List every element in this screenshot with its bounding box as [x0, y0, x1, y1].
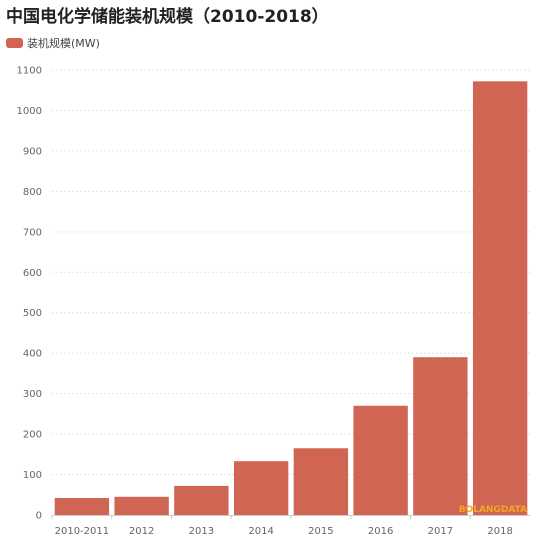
y-tick-label: 300: [23, 389, 42, 400]
y-tick-label: 400: [23, 349, 42, 360]
x-tick-label: 2018: [487, 526, 512, 537]
legend-swatch: [6, 38, 23, 48]
x-tick-labels: 2010-2011 2012 2013 2014 2015 2016 2017 2018: [55, 526, 513, 537]
x-tick-label: 2015: [308, 526, 333, 537]
y-tick-label: 700: [23, 227, 42, 238]
y-tick-label: 900: [23, 146, 42, 157]
bar[interactable]: [472, 81, 528, 515]
bar[interactable]: [353, 405, 408, 515]
bars: [54, 81, 528, 515]
bar[interactable]: [114, 496, 169, 515]
x-tick-label: 2012: [129, 526, 154, 537]
bar[interactable]: [54, 498, 110, 515]
x-tick-label: 2014: [248, 526, 273, 537]
x-tick-label: 2017: [428, 526, 453, 537]
bar[interactable]: [233, 461, 289, 515]
watermark-text: BOLANGDATA: [459, 505, 527, 515]
x-tick-label: 2010-2011: [55, 526, 110, 537]
y-tick-label: 500: [23, 308, 42, 319]
bar[interactable]: [293, 448, 349, 515]
y-tick-label: 1000: [17, 106, 42, 117]
y-tick-label: 600: [23, 268, 42, 279]
axes: [51, 515, 530, 519]
y-tick-label: 100: [23, 470, 42, 481]
y-tick-label: 800: [23, 187, 42, 198]
bar[interactable]: [174, 485, 229, 515]
y-tick-label: 200: [23, 430, 42, 441]
bar[interactable]: [413, 357, 468, 515]
legend[interactable]: 装机规模(MW): [6, 35, 100, 51]
y-tick-label: 0: [36, 511, 42, 522]
legend-label: 装机规模(MW): [27, 37, 100, 50]
chart-title: 中国电化学储能装机规模（2010-2018）: [6, 7, 329, 27]
y-tick-labels: 0 100 200 300 400 500 600 700 800 900 1000 1100: [17, 66, 42, 522]
x-tick-label: 2016: [368, 526, 393, 537]
x-tick-label: 2013: [189, 526, 214, 537]
y-tick-label: 1100: [17, 66, 42, 77]
